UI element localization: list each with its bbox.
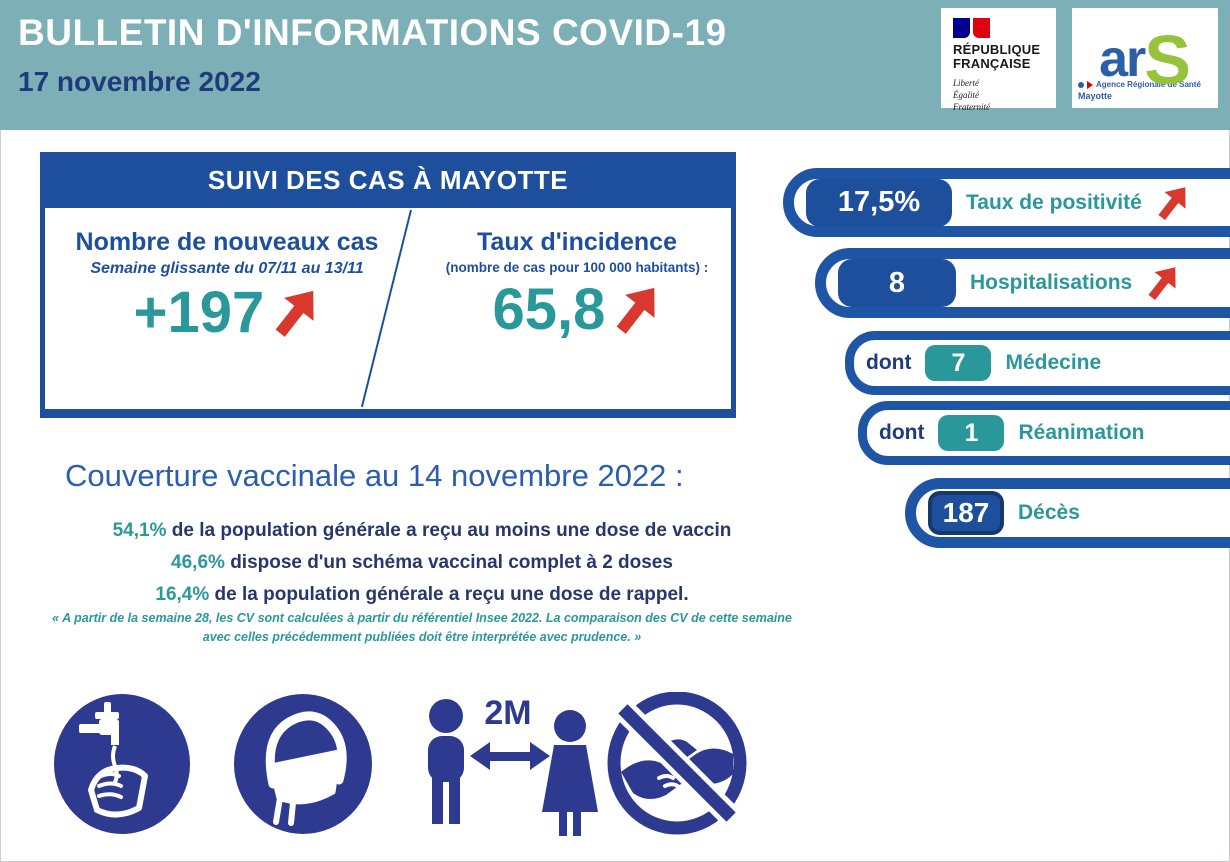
- distance-2m-icon: 2M: [428, 694, 598, 836]
- ars-region: Mayotte: [1078, 91, 1113, 101]
- case-panel-body: Nombre de nouveaux cas Semaine glissante…: [40, 208, 736, 418]
- complete-percentage: 46,6%: [171, 552, 225, 573]
- stat-pill-medecine: dont 7 Médecine: [845, 331, 1230, 395]
- new-cases-block: Nombre de nouveaux cas Semaine glissante…: [59, 228, 395, 342]
- medecine-value: 7: [925, 345, 992, 381]
- incidence-label: Taux d'incidence: [477, 228, 677, 256]
- deces-value: 187: [928, 491, 1004, 535]
- positivity-value: 17,5%: [806, 178, 952, 227]
- reanimation-prefix: dont: [879, 421, 925, 444]
- ars-wordmark: arS: [1078, 12, 1212, 99]
- rf-motto-fraternite: Fraternité: [953, 101, 990, 112]
- ars-subtitle: Agence Régionale de Santé: [1096, 80, 1201, 89]
- vaccination-line-dose1: 54,1% de la population générale a reçu a…: [40, 520, 804, 542]
- hospitalisations-value: 8: [838, 259, 956, 307]
- case-panel-title: SUIVI DES CAS À MAYOTTE: [40, 152, 736, 208]
- vaccination-note: « A partir de la semaine 28, les CV sont…: [52, 611, 792, 645]
- ars-s-letter: S: [1144, 21, 1191, 99]
- bulletin-date: 17 novembre 2022: [18, 66, 261, 97]
- hand-washing-icon: [54, 694, 190, 834]
- new-cases-sublabel: Semaine glissante du 07/11 au 13/11: [90, 260, 364, 277]
- hospitalisations-label: Hospitalisations: [970, 271, 1133, 294]
- rf-logo-line1: RÉPUBLIQUE: [953, 42, 1041, 57]
- distance-2m-label: 2M: [484, 694, 531, 732]
- reanimation-label: Réanimation: [1018, 421, 1145, 444]
- medecine-label: Médecine: [1005, 351, 1102, 374]
- vaccination-title: Couverture vaccinale au 14 novembre 2022…: [65, 458, 684, 493]
- ars-mayotte-logo: arS Agence Régionale de Santé Mayotte: [1072, 8, 1218, 108]
- vaccination-lines: 54,1% de la population générale a reçu a…: [40, 520, 804, 616]
- stat-pill-reanimation: dont 1 Réanimation: [858, 401, 1230, 465]
- no-handshake-icon: [607, 692, 747, 835]
- page-title: BULLETIN D'INFORMATIONS COVID-19: [18, 12, 727, 53]
- rf-logo-line2: FRANÇAISE: [953, 56, 1031, 72]
- deces-label: Décès: [1018, 501, 1080, 524]
- new-cases-value: +197: [133, 280, 265, 345]
- ars-chevron-icon: [1087, 80, 1093, 89]
- rappel-percentage: 16,4%: [155, 584, 210, 605]
- dose1-text: de la population générale a reçu au moin…: [171, 520, 732, 541]
- case-tracking-panel: SUIVI DES CAS À MAYOTTE Nombre de nouvea…: [40, 152, 736, 418]
- rf-motto-egalite: Égalité: [953, 89, 979, 100]
- trend-up-arrow-icon: [1148, 267, 1176, 301]
- stat-pill-deces: 187 Décès: [905, 478, 1230, 548]
- new-cases-label: Nombre de nouveaux cas: [75, 228, 379, 256]
- incidence-value: 65,8: [492, 277, 606, 342]
- vaccination-line-rappel: 16,4% de la population générale a reçu u…: [40, 584, 804, 606]
- incidence-block: Taux d'incidence (nombre de cas pour 100…: [433, 228, 721, 339]
- incidence-sublabel: (nombre de cas pour 100 000 habitants) :: [445, 260, 709, 275]
- medecine-prefix: dont: [866, 351, 912, 374]
- prevention-icons-row: 2M: [40, 690, 800, 840]
- positivity-label: Taux de positivité: [966, 190, 1142, 214]
- vaccination-line-complete: 46,6% dispose d'un schéma vaccinal compl…: [40, 552, 804, 574]
- face-mask-icon: [234, 694, 372, 834]
- trend-up-arrow-icon: [275, 290, 314, 337]
- rappel-text: de la population générale a reçu une dos…: [214, 584, 689, 605]
- ars-ar-letters: ar: [1099, 30, 1146, 88]
- trend-up-arrow-icon: [617, 287, 656, 334]
- republique-francaise-logo: RÉPUBLIQUE FRANÇAISE Liberté Égalité Fra…: [941, 8, 1056, 112]
- trend-up-arrow-icon: [1158, 186, 1186, 220]
- complete-text: dispose d'un schéma vaccinal complet à 2…: [230, 552, 673, 573]
- french-flag-icon: [953, 18, 1048, 38]
- dose1-percentage: 54,1%: [112, 520, 167, 541]
- ars-dot-icon: [1078, 81, 1084, 88]
- stat-pill-hospitalisations: 8 Hospitalisations: [815, 248, 1230, 318]
- header-band: BULLETIN D'INFORMATIONS COVID-19 17 nove…: [0, 0, 1230, 130]
- stat-pill-positivity: 17,5% Taux de positivité: [783, 168, 1230, 237]
- reanimation-value: 1: [938, 415, 1005, 451]
- rf-motto-liberte: Liberté: [953, 77, 979, 88]
